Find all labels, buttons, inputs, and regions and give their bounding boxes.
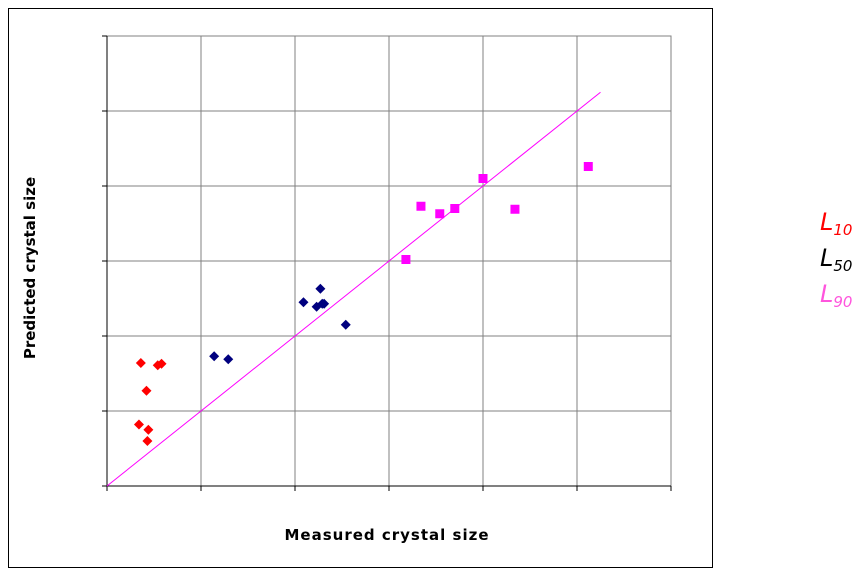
data-point-l10 bbox=[142, 436, 153, 446]
data-point-l90 bbox=[583, 162, 593, 171]
fit-line-layer bbox=[106, 91, 601, 487]
data-point-l90 bbox=[510, 204, 520, 214]
data-point-l90 bbox=[450, 204, 460, 213]
data-point-l50 bbox=[298, 297, 309, 308]
data-point-l90 bbox=[478, 174, 488, 183]
legend-label: L bbox=[820, 280, 834, 308]
legend-subscript: 50 bbox=[833, 257, 853, 275]
legend-item-l50: L50 bbox=[820, 244, 852, 280]
fit-line bbox=[106, 91, 601, 487]
data-point-l50 bbox=[319, 298, 330, 309]
data-point-l10 bbox=[133, 419, 144, 430]
data-point-l10 bbox=[141, 385, 152, 396]
data-point-l90 bbox=[416, 201, 426, 211]
points-layer bbox=[133, 162, 593, 446]
legend: L10 L50 L90 bbox=[820, 208, 852, 316]
chart-frame bbox=[8, 8, 713, 568]
data-point-l50 bbox=[315, 283, 326, 294]
data-point-l90 bbox=[435, 209, 445, 219]
data-point-l90 bbox=[401, 255, 411, 264]
x-axis-label: Measured crystal size bbox=[284, 526, 490, 544]
legend-subscript: 10 bbox=[833, 221, 853, 239]
data-point-l50 bbox=[209, 351, 220, 362]
data-point-l50 bbox=[223, 354, 234, 365]
legend-label: L bbox=[820, 244, 834, 272]
legend-subscript: 90 bbox=[833, 293, 853, 311]
data-point-l50 bbox=[340, 319, 351, 330]
data-point-l10 bbox=[135, 358, 146, 368]
legend-item-l90: L90 bbox=[820, 280, 852, 316]
data-point-l10 bbox=[156, 358, 167, 369]
legend-label: L bbox=[820, 208, 834, 236]
data-point-l10 bbox=[143, 424, 154, 435]
y-axis-label: Predicted crystal size bbox=[21, 176, 39, 360]
axes bbox=[102, 35, 672, 491]
legend-item-l10: L10 bbox=[820, 208, 852, 244]
